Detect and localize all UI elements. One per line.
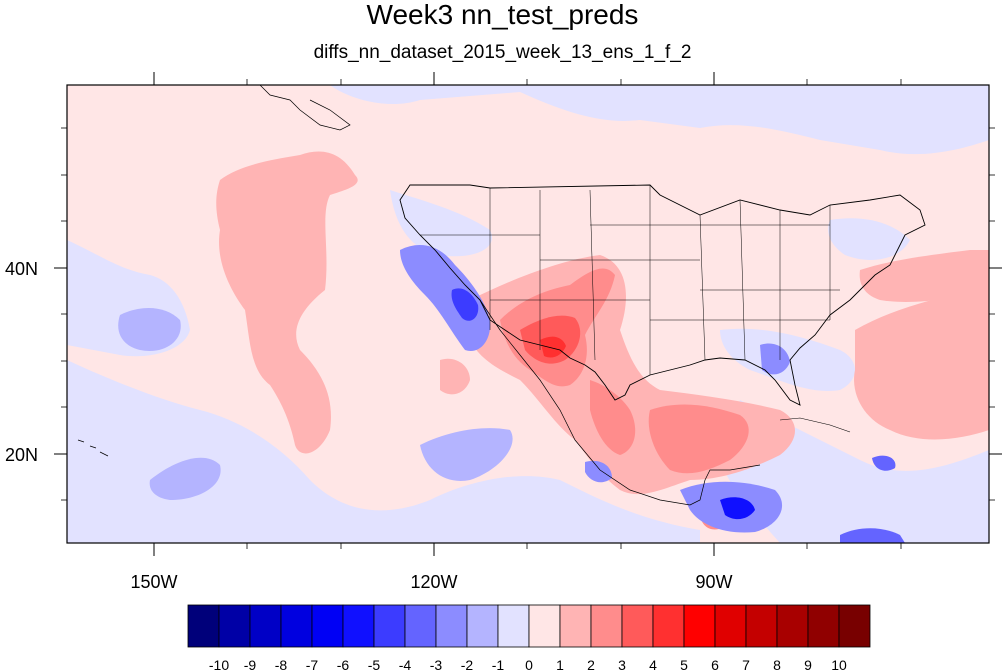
red-region-texas-coast bbox=[590, 380, 636, 455]
anomaly-contours bbox=[67, 85, 989, 543]
colorbar-label: 9 bbox=[804, 657, 812, 672]
blue-region-florida bbox=[760, 343, 790, 375]
colorbar-swatch bbox=[249, 604, 282, 648]
colorbar-swatch bbox=[311, 604, 344, 648]
state-borders bbox=[420, 185, 840, 375]
colorbar-label: 7 bbox=[742, 657, 750, 672]
blue-core-caribbean bbox=[720, 497, 755, 520]
blue-region-bottom-right bbox=[840, 528, 905, 543]
colorbar: -10 -9 -8 -7 -6 -5 -4 -3 -2 -1 0 1 2 3 4 5 6 7 8 9 10 bbox=[187, 604, 871, 672]
pink-plume-pacific bbox=[216, 151, 358, 454]
colorbar-label: -1 bbox=[492, 657, 505, 672]
y-tick-label: 20N bbox=[5, 445, 38, 465]
tick-marks bbox=[54, 72, 1002, 556]
colorbar-label: -3 bbox=[430, 657, 443, 672]
alaska-coast bbox=[259, 85, 351, 131]
hawaii-islands bbox=[77, 439, 109, 457]
y-tick-label: 40N bbox=[5, 259, 38, 279]
light-blue-region-ne bbox=[828, 218, 910, 260]
colorbar-swatch bbox=[435, 604, 468, 648]
light-blue-region-nw bbox=[390, 190, 492, 257]
colorbar-swatch bbox=[466, 604, 499, 648]
colorbar-label: 8 bbox=[773, 657, 781, 672]
colorbar-label: 10 bbox=[831, 657, 847, 672]
bright-red-core bbox=[540, 336, 566, 358]
pink-region-atlantic bbox=[854, 285, 989, 440]
colorbar-swatch bbox=[373, 604, 406, 648]
x-tick-label: 120W bbox=[410, 572, 457, 592]
colorbar-swatch bbox=[745, 604, 778, 648]
red-region-gulf-mexico bbox=[648, 404, 749, 474]
blue-region-pacific-s bbox=[149, 457, 221, 500]
colorbar-label: -5 bbox=[368, 657, 381, 672]
colorbar-swatch bbox=[838, 604, 871, 648]
colorbar-swatch bbox=[497, 604, 530, 648]
light-blue-region-north bbox=[67, 85, 989, 155]
light-blue-region-pacific bbox=[67, 360, 700, 543]
colorbar-label: -9 bbox=[244, 657, 257, 672]
blue-region-pacific-sw bbox=[118, 308, 181, 351]
colorbar-swatch bbox=[776, 604, 809, 648]
pink-region-east bbox=[859, 250, 989, 302]
colorbar-label: 2 bbox=[587, 657, 595, 672]
colorbar-swatch bbox=[590, 604, 623, 648]
colorbar-label: -10 bbox=[209, 657, 229, 672]
colorbar-label: -6 bbox=[337, 657, 350, 672]
cuba-outline bbox=[779, 417, 851, 433]
colorbar-label: -8 bbox=[275, 657, 288, 672]
blue-region-california bbox=[400, 245, 491, 351]
colorbar-swatch bbox=[621, 604, 654, 648]
colorbar-label: -2 bbox=[461, 657, 474, 672]
colorbar-swatch bbox=[683, 604, 716, 648]
colorbar-swatch bbox=[342, 604, 375, 648]
blue-core-california bbox=[451, 288, 479, 321]
colorbar-label: 0 bbox=[525, 657, 533, 672]
colorbar-label: 5 bbox=[680, 657, 688, 672]
colorbar-swatch bbox=[559, 604, 592, 648]
x-tick-label: 150W bbox=[130, 572, 177, 592]
colorbar-label: 4 bbox=[649, 657, 657, 672]
colorbar-swatch bbox=[187, 604, 220, 648]
colorbar-label: -4 bbox=[399, 657, 412, 672]
chart-subtitle: diffs_nn_dataset_2015_week_13_ens_1_f_2 bbox=[313, 42, 692, 63]
colorbar-swatch bbox=[714, 604, 747, 648]
colorbar-swatch bbox=[218, 604, 251, 648]
pink-spot-baja bbox=[440, 358, 470, 395]
colorbar-label: 3 bbox=[618, 657, 626, 672]
blue-region-pacific-s2 bbox=[420, 428, 513, 481]
x-tick-label: 90W bbox=[695, 572, 732, 592]
mexico-coast bbox=[479, 299, 761, 506]
blue-spot-mexico bbox=[585, 460, 612, 483]
colorbar-swatch bbox=[652, 604, 685, 648]
colorbar-label: -7 bbox=[306, 657, 319, 672]
blue-spot-atlantic bbox=[872, 455, 896, 471]
minor-tick-marks bbox=[61, 79, 995, 549]
colorbar-swatch bbox=[528, 604, 561, 648]
colorbar-label: 1 bbox=[556, 657, 564, 672]
colorbar-swatch bbox=[404, 604, 437, 648]
colorbar-swatch bbox=[280, 604, 313, 648]
chart-title: Week3 nn_test_preds bbox=[366, 0, 639, 30]
colorbar-label: 6 bbox=[711, 657, 719, 672]
colorbar-swatch bbox=[807, 604, 840, 648]
